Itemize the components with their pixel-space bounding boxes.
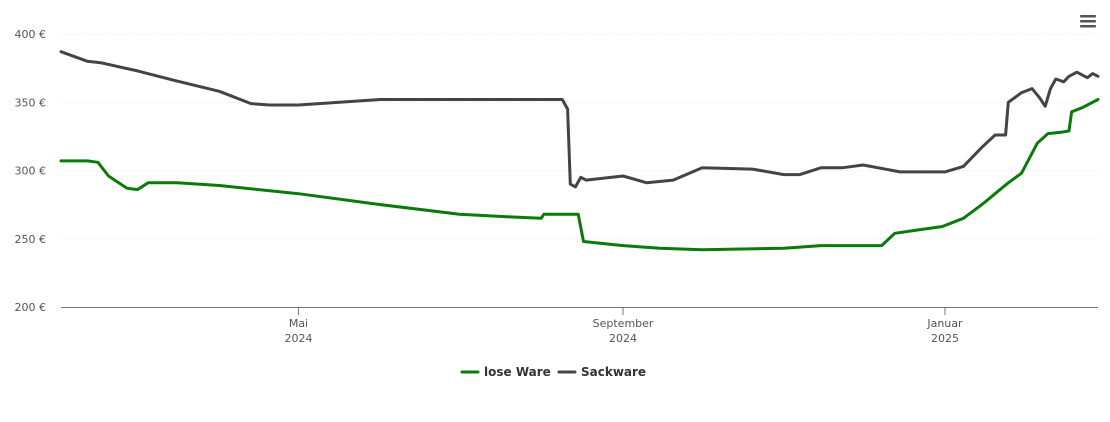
x-tick-year-label: 2024	[609, 332, 637, 345]
legend[interactable]: lose Ware Sackware	[460, 365, 646, 379]
series-line-lose-ware[interactable]	[59, 98, 1100, 252]
legend-label: Sackware	[581, 365, 646, 379]
chart-menu-button[interactable]	[1080, 15, 1096, 28]
x-tick-label: September	[593, 317, 654, 330]
x-tick-label: Mai	[289, 317, 308, 330]
series-line-sackware[interactable]	[59, 50, 1100, 189]
axis-layer: 200 € 250 € 300 € 350 € 400 € Mai 2024 Septembe…	[15, 28, 1098, 345]
legend-label: lose Ware	[484, 365, 551, 379]
hamburger-menu-icon	[1080, 15, 1096, 28]
series-layer	[59, 50, 1100, 252]
legend-item-sackware[interactable]: Sackware	[557, 365, 646, 379]
y-tick-label: 250 €	[15, 233, 47, 246]
y-tick-label: 300 €	[15, 165, 47, 178]
legend-item-lose-ware[interactable]: lose Ware	[460, 365, 551, 379]
x-tick-year-label: 2025	[931, 332, 959, 345]
y-tick-label: 350 €	[15, 96, 47, 109]
grid-layer	[61, 33, 1098, 240]
x-tick-label: Januar	[926, 317, 963, 330]
x-tick-year-label: 2024	[284, 332, 312, 345]
y-tick-label: 400 €	[15, 28, 47, 41]
y-tick-label: 200 €	[15, 301, 47, 314]
